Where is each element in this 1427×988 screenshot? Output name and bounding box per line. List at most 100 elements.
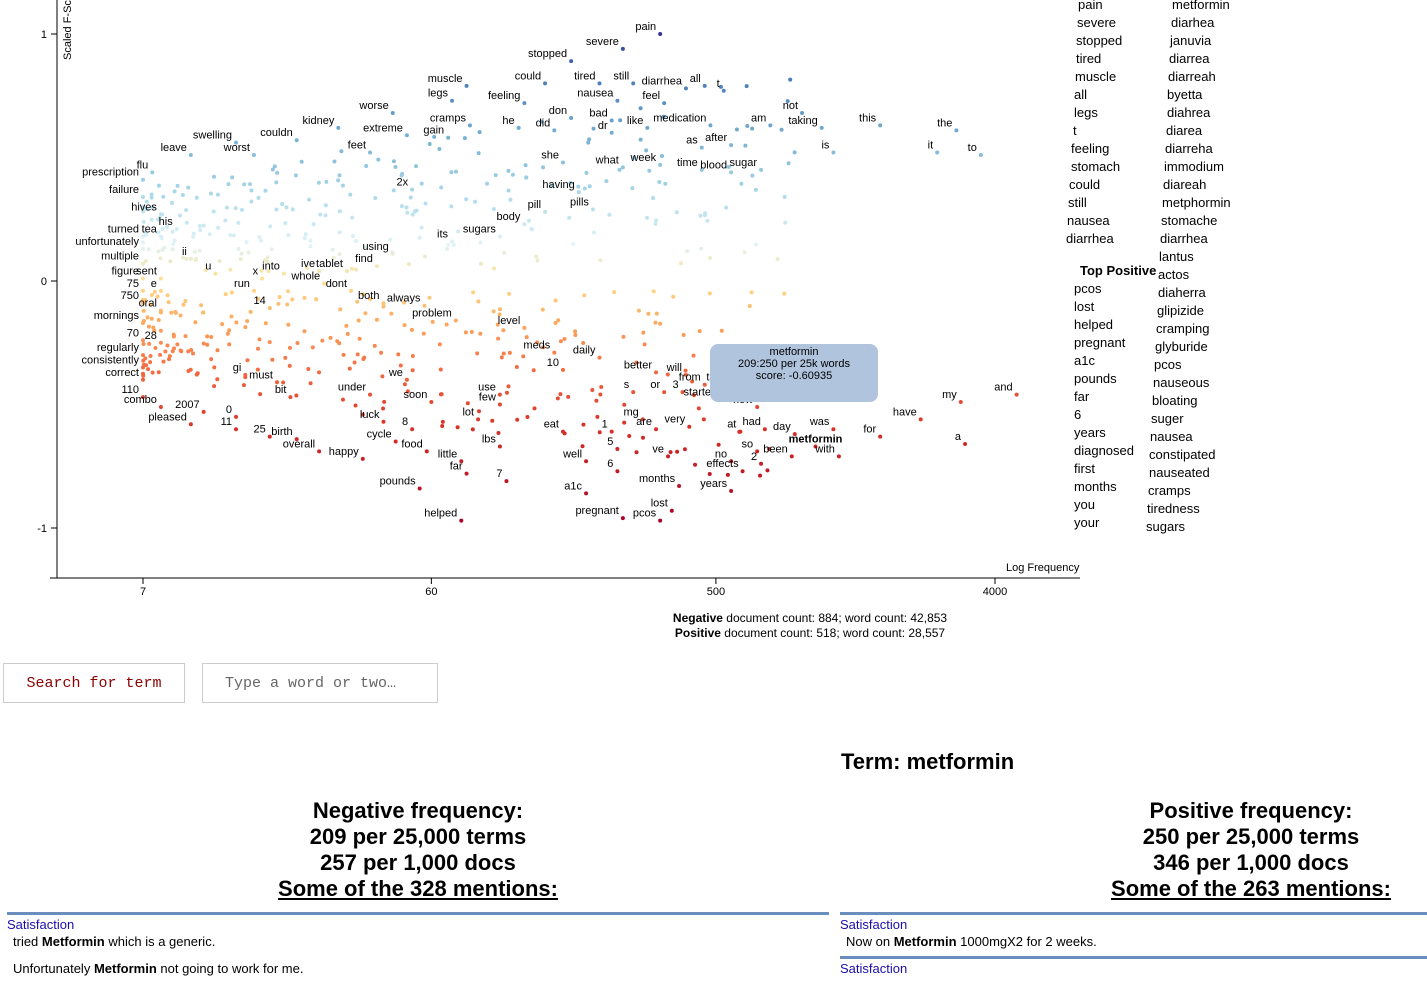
term-dot[interactable] xyxy=(143,259,148,264)
term-dot[interactable] xyxy=(696,406,701,411)
term-label[interactable]: time xyxy=(677,157,698,169)
term-dot[interactable] xyxy=(445,246,450,251)
term-label[interactable]: nausea xyxy=(577,88,614,100)
term-dot[interactable] xyxy=(212,365,217,370)
term-label[interactable]: correct xyxy=(105,367,139,379)
term-dot[interactable] xyxy=(299,159,304,164)
term-label[interactable]: its xyxy=(437,228,449,240)
term-label[interactable]: still xyxy=(613,70,629,82)
term-dot[interactable] xyxy=(286,233,291,238)
top-term[interactable]: diagnosed xyxy=(1074,443,1134,458)
term-dot[interactable] xyxy=(683,368,688,373)
term-label[interactable]: body xyxy=(497,211,521,223)
term-dot[interactable] xyxy=(496,336,501,341)
term-dot-5[interactable] xyxy=(615,446,620,451)
term-dot[interactable] xyxy=(318,212,323,217)
term-dot[interactable] xyxy=(665,372,670,377)
term-dot[interactable] xyxy=(653,221,658,226)
term-dot[interactable] xyxy=(247,182,252,187)
term-dot[interactable] xyxy=(203,267,208,272)
term-dot[interactable] xyxy=(642,342,647,347)
top-term[interactable]: actos xyxy=(1158,267,1190,282)
term-dot[interactable] xyxy=(405,389,410,394)
term-dot[interactable] xyxy=(167,354,172,359)
term-dot-6[interactable] xyxy=(615,469,620,474)
term-dot[interactable] xyxy=(179,349,184,354)
top-term[interactable]: nauseous xyxy=(1153,375,1210,390)
term-label[interactable]: 7 xyxy=(496,468,502,480)
term-dot[interactable] xyxy=(485,181,490,186)
top-term[interactable]: diarrea xyxy=(1169,51,1210,66)
top-term[interactable]: pounds xyxy=(1074,371,1117,386)
term-dot[interactable] xyxy=(274,180,279,185)
term-dot[interactable] xyxy=(681,332,686,337)
term-dot-years[interactable] xyxy=(729,488,734,493)
term-label[interactable]: problem xyxy=(412,308,452,320)
term-dot[interactable] xyxy=(320,338,325,343)
term-dot[interactable] xyxy=(147,341,152,346)
term-label[interactable]: what xyxy=(595,154,619,166)
term-dot[interactable] xyxy=(249,188,254,193)
term-dot[interactable] xyxy=(532,406,537,411)
term-label[interactable]: dont xyxy=(326,278,347,290)
term-dot[interactable] xyxy=(514,365,519,370)
term-label[interactable]: little xyxy=(438,448,458,460)
term-dot[interactable] xyxy=(354,238,359,243)
term-dot[interactable] xyxy=(168,259,173,264)
term-dot[interactable] xyxy=(363,245,368,250)
top-term[interactable]: far xyxy=(1074,389,1090,404)
term-label[interactable]: stopped xyxy=(528,48,567,60)
term-dot[interactable] xyxy=(644,148,649,153)
term-dot-food[interactable] xyxy=(424,449,429,454)
term-dot-body[interactable] xyxy=(522,222,527,227)
term-dot[interactable] xyxy=(399,204,404,209)
term-dot-use[interactable] xyxy=(497,392,502,397)
term-dot-its[interactable] xyxy=(450,239,455,244)
term-dot-lost[interactable] xyxy=(669,508,674,513)
term-dot[interactable] xyxy=(141,373,146,378)
term-dot[interactable] xyxy=(340,397,345,402)
term-label[interactable]: my xyxy=(942,389,957,401)
term-dot[interactable] xyxy=(323,203,328,208)
term-dot[interactable] xyxy=(151,325,156,330)
term-dot[interactable] xyxy=(193,320,198,325)
term-dot[interactable] xyxy=(276,301,281,306)
term-dot[interactable] xyxy=(201,223,206,228)
term-dot[interactable] xyxy=(674,210,679,215)
term-dot[interactable] xyxy=(419,225,424,230)
term-dot[interactable] xyxy=(201,310,206,315)
term-dot[interactable] xyxy=(205,334,210,339)
term-dot[interactable] xyxy=(381,304,386,309)
term-dot[interactable] xyxy=(699,246,704,251)
term-dot[interactable] xyxy=(654,218,659,223)
term-dot[interactable] xyxy=(497,312,502,317)
term-dot[interactable] xyxy=(404,205,409,210)
term-label[interactable]: overall xyxy=(283,438,315,450)
term-label[interactable]: don xyxy=(549,105,567,117)
term-dot[interactable] xyxy=(507,291,512,296)
term-dot-don[interactable] xyxy=(569,115,574,120)
term-dot-eat[interactable] xyxy=(560,429,565,434)
term-label[interactable]: metformin xyxy=(789,433,843,445)
term-dot[interactable] xyxy=(165,293,170,298)
term-dot-tired[interactable] xyxy=(597,81,602,86)
term-label[interactable]: s xyxy=(624,379,630,391)
term-dot[interactable] xyxy=(337,173,342,178)
term-dot-gain[interactable] xyxy=(446,135,451,140)
term-dot[interactable] xyxy=(586,140,591,145)
term-dot[interactable] xyxy=(256,296,261,301)
term-label[interactable]: or xyxy=(650,379,660,391)
term-dot[interactable] xyxy=(638,137,643,142)
term-label[interactable]: have xyxy=(893,406,917,418)
term-dot[interactable] xyxy=(651,289,656,294)
term-dot[interactable] xyxy=(444,322,449,327)
top-term[interactable]: first xyxy=(1074,461,1095,476)
term-dot[interactable] xyxy=(739,181,744,186)
term-dot[interactable] xyxy=(269,247,274,252)
term-label[interactable]: cramps xyxy=(430,112,467,124)
term-dot[interactable] xyxy=(287,345,292,350)
term-dot[interactable] xyxy=(164,224,169,229)
term-label[interactable]: no xyxy=(715,448,727,460)
term-dot[interactable] xyxy=(786,161,791,166)
term-dot[interactable] xyxy=(555,396,560,401)
